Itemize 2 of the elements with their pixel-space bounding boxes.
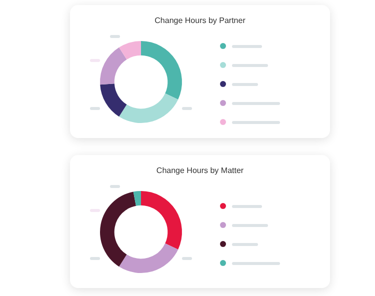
text: Change Hours by Partner <box>154 16 246 25</box>
text: Change Hours by Matter <box>155 166 245 175</box>
